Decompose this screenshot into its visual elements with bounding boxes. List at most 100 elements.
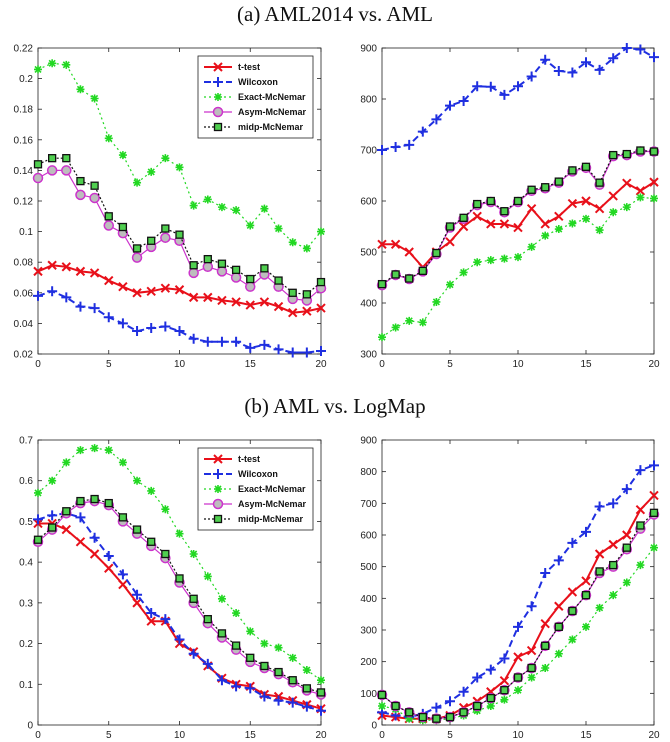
data-point — [103, 312, 114, 323]
data-point — [608, 498, 619, 509]
data-point — [622, 178, 632, 188]
x-tick-label: 20 — [648, 359, 660, 370]
data-point — [260, 639, 269, 648]
data-point — [595, 567, 604, 576]
data-point — [232, 609, 241, 618]
y-tick-label: 0.1 — [19, 227, 33, 238]
y-tick-label: 0.06 — [14, 288, 34, 299]
y-tick-label: 300 — [360, 626, 377, 637]
data-point — [636, 561, 645, 570]
data-point — [175, 529, 184, 538]
data-point — [554, 177, 563, 186]
data-point — [216, 266, 228, 277]
data-point — [581, 526, 591, 537]
data-point — [147, 486, 156, 495]
data-point — [317, 227, 325, 236]
data-point — [391, 323, 400, 332]
data-point — [500, 254, 509, 263]
data-point — [499, 653, 510, 664]
panel-a-heading: (a) AML2014 vs. AML — [237, 2, 433, 26]
data-point — [513, 621, 523, 632]
data-point — [526, 71, 537, 82]
data-point — [62, 60, 71, 69]
data-point — [288, 288, 297, 297]
data-point — [274, 276, 283, 285]
data-point — [390, 141, 401, 152]
series-line — [381, 46, 655, 151]
data-point — [458, 221, 469, 232]
data-point — [33, 535, 43, 544]
data-point — [189, 261, 198, 270]
data-point — [47, 260, 57, 270]
data-point — [117, 318, 128, 329]
data-point — [404, 139, 415, 150]
data-point — [649, 490, 659, 501]
chart-b-left: 0 0.1 0.2 0.3 0.4 0.5 0.6 0.7 0 5 10 15 20 t-test Wilc… — [19, 436, 327, 742]
data-point — [526, 645, 537, 656]
y-tick-label: 0.08 — [14, 258, 34, 269]
data-point — [217, 295, 227, 306]
data-point — [259, 691, 270, 702]
legend-label: t-test — [238, 454, 260, 464]
data-point — [274, 643, 283, 652]
y-tick-label: 0.14 — [14, 166, 34, 177]
data-point — [287, 347, 298, 358]
data-point — [175, 230, 184, 239]
data-point — [160, 614, 171, 625]
y-tick-label: 100 — [360, 689, 377, 700]
data-point — [499, 675, 510, 686]
data-point — [594, 203, 605, 214]
data-point — [458, 96, 469, 107]
data-point — [377, 690, 387, 700]
data-point — [499, 219, 510, 229]
data-point — [649, 508, 659, 517]
y-tick-label: 800 — [360, 95, 377, 106]
data-point — [89, 303, 100, 314]
data-point — [133, 178, 142, 187]
chart-a-right: 300 400 500 600 700 800 900 0 5 10 15 20 — [360, 43, 660, 370]
data-point — [445, 100, 455, 111]
data-point — [273, 301, 284, 312]
data-point — [160, 283, 171, 293]
data-point — [161, 154, 170, 163]
data-point — [118, 151, 127, 160]
data-point — [188, 267, 199, 279]
data-point — [160, 232, 171, 243]
y-tick-label: 0.3 — [19, 598, 33, 609]
y-tick-label: 0.02 — [14, 350, 34, 361]
data-point — [147, 167, 156, 176]
data-point — [635, 44, 646, 55]
data-point — [245, 300, 255, 310]
data-point — [32, 172, 44, 184]
data-point — [48, 154, 57, 163]
data-point — [391, 270, 400, 279]
data-point — [246, 274, 255, 284]
data-point — [650, 194, 658, 203]
data-point — [90, 94, 99, 103]
data-point — [527, 673, 536, 682]
legend-label: midp-McNemar — [238, 514, 304, 524]
data-point — [217, 629, 227, 638]
data-point — [541, 231, 550, 240]
data-point — [147, 537, 156, 546]
legend-marker — [213, 514, 223, 524]
legend-marker — [213, 469, 223, 479]
series-t-test — [33, 518, 326, 714]
data-point — [554, 649, 563, 658]
data-point — [622, 543, 631, 552]
data-point — [608, 191, 618, 201]
data-point — [188, 292, 199, 303]
data-point — [76, 446, 85, 455]
data-point — [203, 195, 212, 204]
x-tick-label: 20 — [315, 730, 327, 741]
data-point — [405, 316, 414, 325]
y-tick-label: 0.22 — [14, 44, 34, 55]
data-point — [62, 154, 71, 163]
data-point — [104, 498, 113, 508]
data-point — [160, 321, 171, 332]
data-point — [404, 247, 414, 257]
data-point — [554, 225, 563, 234]
data-point — [76, 176, 85, 186]
series-line — [381, 547, 655, 721]
data-point — [445, 696, 455, 707]
